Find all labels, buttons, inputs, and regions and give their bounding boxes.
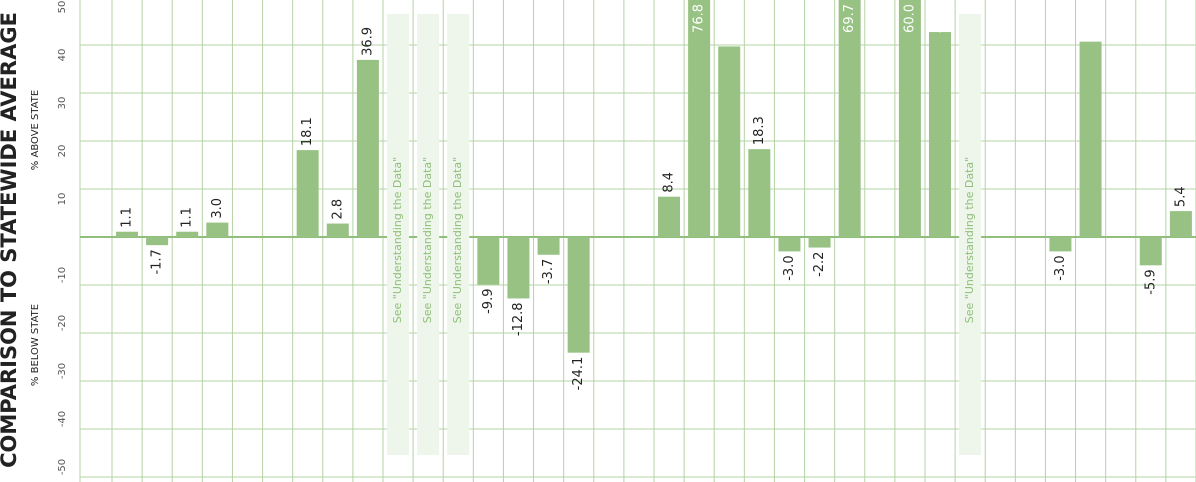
value-label: 76.8 (692, 4, 707, 33)
value-label: 42.7 (933, 4, 948, 33)
y-tick-label: 20 (57, 145, 68, 158)
y-tick-label: 50 (57, 1, 68, 14)
bar (748, 149, 771, 237)
y-tick-label: -50 (57, 459, 68, 475)
bar (507, 237, 530, 299)
bar (296, 150, 319, 237)
bar (688, 0, 711, 237)
y-tick-label: -20 (57, 315, 68, 331)
note-panel (417, 14, 440, 455)
value-label: 40.7 (1083, 4, 1098, 33)
bar (567, 237, 590, 353)
note-panel (447, 14, 470, 455)
value-label: 39.7 (722, 4, 737, 33)
value-label: 60.0 (902, 4, 917, 33)
bar (1049, 237, 1072, 252)
note-panel (959, 14, 982, 455)
value-label: 5.4 (1173, 186, 1188, 207)
value-label: -5.9 (1143, 269, 1158, 294)
bar (658, 196, 680, 237)
value-label: -2.2 (812, 252, 827, 277)
value-label: 1.1 (180, 207, 195, 228)
value-label: 2.8 (330, 199, 345, 220)
y-tick-label: -40 (57, 411, 68, 427)
chart-title: COMPARISON TO STATEWIDE AVERAGE (0, 12, 21, 468)
value-label: 1.1 (120, 207, 135, 228)
value-label: -3.0 (782, 255, 797, 280)
y-tick-label: 10 (57, 193, 68, 206)
value-label: -1.7 (150, 249, 165, 274)
bar (778, 237, 801, 252)
bar (176, 231, 199, 237)
bar (929, 32, 951, 237)
bar (808, 237, 831, 248)
value-label: -3.0 (1053, 255, 1068, 280)
note: See "Understanding the Data" (451, 157, 464, 324)
bar (898, 0, 921, 237)
value-label: 3.0 (210, 198, 225, 219)
value-label: 18.1 (300, 117, 315, 146)
note: See "Understanding the Data" (391, 157, 404, 324)
y-tick-label: -30 (57, 363, 68, 379)
value-label: -3.7 (541, 259, 556, 284)
bar (116, 231, 138, 237)
value-label: -24.1 (571, 357, 586, 391)
bar (537, 237, 560, 255)
y-tick-label: 30 (57, 97, 68, 110)
bar (146, 237, 169, 246)
y-tick-label: 40 (57, 49, 68, 62)
bar (356, 59, 379, 237)
value-label: 8.4 (662, 172, 677, 193)
value-label: 36.9 (360, 27, 375, 56)
y-tick-label: -10 (57, 267, 68, 283)
bar (1169, 211, 1192, 237)
bar (206, 222, 229, 237)
y-label-below: % BELOW STATE (30, 304, 41, 386)
y-label-above: % ABOVE STATE (30, 90, 41, 170)
note: See "Understanding the Data" (963, 157, 976, 324)
bar (1079, 41, 1102, 237)
bar (326, 223, 349, 237)
value-label: -9.9 (481, 289, 496, 314)
bar (477, 237, 500, 285)
note: See "Understanding the Data" (421, 157, 434, 324)
bar (1139, 237, 1162, 266)
value-label: -12.8 (511, 302, 526, 336)
value-label: 69.7 (842, 4, 857, 33)
bar (838, 0, 861, 237)
value-label: 18.3 (752, 116, 767, 145)
bar (718, 46, 741, 237)
note-panel (387, 14, 409, 455)
